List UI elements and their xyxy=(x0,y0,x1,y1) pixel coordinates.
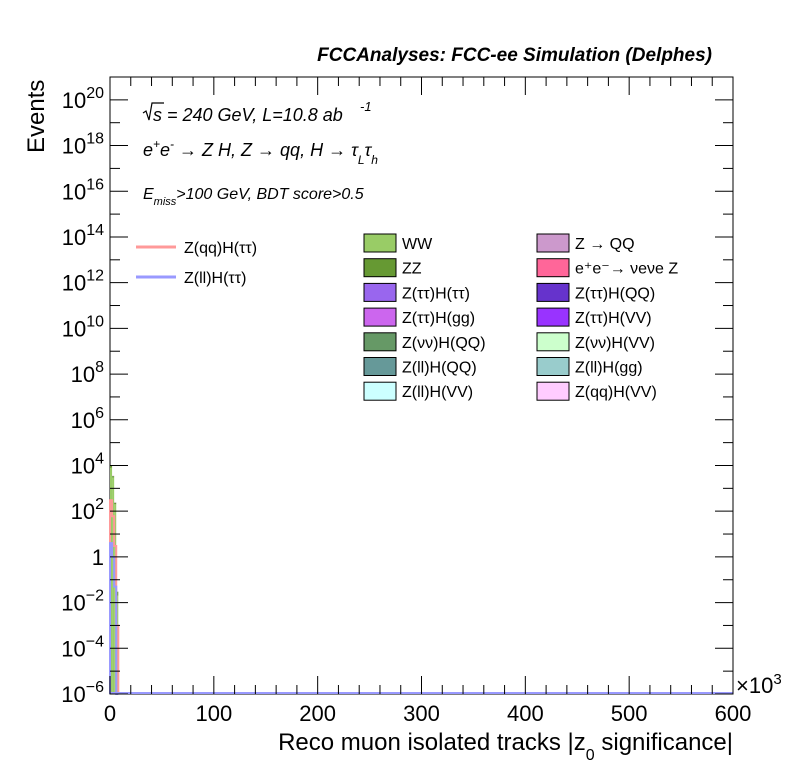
y-tick-label: 1016 xyxy=(62,176,104,204)
legend-swatch-3 xyxy=(363,307,397,327)
x-tick-label: 500 xyxy=(611,701,648,726)
legend-label: Z(ττ)H(gg) xyxy=(402,310,475,327)
legend-label: Z(ττ)H(QQ) xyxy=(575,285,655,302)
y-tick-label: 1 xyxy=(92,545,104,570)
y-tick-label: 1020 xyxy=(62,85,104,113)
bar-1-0 xyxy=(110,465,113,468)
legend-label: Z(ll)H(gg) xyxy=(575,360,643,377)
annotation-energy: s = 240 GeV, L=10.8 ab -1 xyxy=(142,99,372,125)
legend-swatch-8 xyxy=(536,258,570,278)
legend-label: WW xyxy=(402,236,433,253)
y-tick-label: 102 xyxy=(71,496,104,524)
chart-title: FCCAnalyses: FCC-ee Simulation (Delphes) xyxy=(317,45,712,66)
annotation-selection: Emiss>100 GeV, BDT score>0.5 xyxy=(143,186,364,208)
legend-label: Z(ττ)H(ττ) xyxy=(402,285,470,302)
legend-swatch-11 xyxy=(536,332,570,352)
svg-text:-1: -1 xyxy=(360,99,372,114)
legend-label: Z(νν)H(VV) xyxy=(575,335,655,352)
legend-label: Z(ll)H(ττ) xyxy=(184,270,246,287)
signal-lines xyxy=(109,499,733,695)
legend-label: ZZ xyxy=(402,261,422,278)
legend-label: Z(qq)H(VV) xyxy=(575,384,657,401)
bar-0-0 xyxy=(110,467,113,694)
svg-text:s = 240 GeV, L=10.8 ab: s = 240 GeV, L=10.8 ab xyxy=(153,105,343,125)
legend-label: Z(qq)H(ττ) xyxy=(184,240,257,257)
legend-swatch-0 xyxy=(363,233,397,253)
x-tick-label: 400 xyxy=(507,701,544,726)
x-tick-label: 600 xyxy=(715,701,752,726)
y-tick-label: 1010 xyxy=(62,313,104,341)
legend-label: Z(ll)H(QQ) xyxy=(402,360,477,377)
legend-swatch-7 xyxy=(536,233,570,253)
legend-swatch-6 xyxy=(363,381,397,401)
y-tick-label: 10−2 xyxy=(61,588,104,616)
bar-1-1 xyxy=(112,476,115,478)
legend-swatch-5 xyxy=(363,357,397,376)
annotation-process: e+e- → Z H, Z → qq, H → τLτh xyxy=(143,137,378,167)
y-axis-label: Events xyxy=(23,80,50,153)
bar-1-3 xyxy=(116,591,119,596)
y-tick-label: 1014 xyxy=(62,222,104,250)
bar-0-1 xyxy=(112,477,115,694)
x-axis-label: Reco muon isolated tracks |z0 significan… xyxy=(278,729,733,764)
y-tick-label: 1012 xyxy=(62,268,104,296)
legend-label: Z(νν)H(QQ) xyxy=(402,335,486,352)
y-tick-label: 108 xyxy=(71,359,104,387)
x-tick-label: 200 xyxy=(299,701,336,726)
bar-0-2 xyxy=(114,504,117,694)
legend-swatch-12 xyxy=(536,357,570,376)
legend-swatch-1 xyxy=(363,258,397,278)
legend-swatch-4 xyxy=(363,332,397,352)
legend-label: e⁺e⁻→ νeνe Z xyxy=(575,261,678,278)
legend-label: Z(ττ)H(VV) xyxy=(575,310,652,327)
y-tick-label: 104 xyxy=(71,450,104,478)
y-ticks: 10−6 10−4 10−2 1 102 104 106 108 1010 1012 1014 101… xyxy=(61,76,733,707)
legend: Z(qq)H(ττ) Z(ll)H(ττ) WW ZZ Z(ττ)H(ττ) Z(ττ)H… xyxy=(136,233,678,401)
bar-0-3 xyxy=(116,595,119,694)
x-tick-label: 300 xyxy=(403,701,440,726)
x-tick-label: 0 xyxy=(104,701,116,726)
y-tick-label: 1018 xyxy=(62,131,104,159)
svg-text:Emiss>100 GeV, BDT score>0.5: Emiss>100 GeV, BDT score>0.5 xyxy=(143,186,364,208)
x-ticks: 0 100 200 300 400 500 600 xyxy=(104,77,751,726)
legend-swatch-13 xyxy=(536,381,570,401)
x-tick-label: 100 xyxy=(195,701,232,726)
y-tick-label: 106 xyxy=(71,405,104,433)
legend-swatch-9 xyxy=(536,282,570,302)
y-tick-label: 10−4 xyxy=(61,633,104,661)
y-tick-label: 10−6 xyxy=(61,679,104,707)
bar-1-2 xyxy=(114,502,117,505)
legend-label: Z → QQ xyxy=(575,236,635,253)
svg-text:e+e- → Z H, Z → qq, H → τLτh: e+e- → Z H, Z → qq, H → τLτh xyxy=(143,137,378,167)
x-axis-multiplier: ×103 xyxy=(736,671,782,698)
legend-swatch-10 xyxy=(536,307,570,327)
legend-swatch-2 xyxy=(363,282,397,302)
legend-label: Z(ll)H(VV) xyxy=(402,384,473,401)
